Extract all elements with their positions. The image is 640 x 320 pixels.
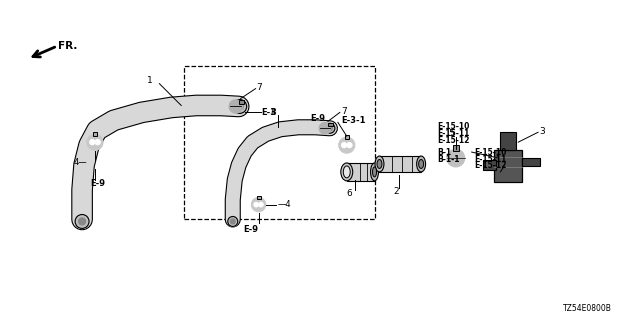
Text: 1: 1: [147, 76, 152, 85]
Circle shape: [447, 149, 465, 167]
Circle shape: [339, 137, 355, 153]
Text: —4: —4: [277, 200, 291, 209]
Circle shape: [233, 100, 246, 113]
Circle shape: [230, 219, 236, 224]
Text: 7: 7: [257, 83, 262, 92]
Text: TZ54E0800B: TZ54E0800B: [563, 304, 612, 313]
Circle shape: [229, 100, 243, 113]
Ellipse shape: [343, 166, 350, 178]
Bar: [522, 158, 540, 166]
Circle shape: [259, 202, 263, 207]
Text: E-9: E-9: [90, 179, 105, 188]
Text: 7: 7: [341, 107, 347, 116]
Text: 3: 3: [539, 127, 545, 136]
Text: E-15-12: E-15-12: [437, 136, 469, 145]
Text: 4—: 4—: [74, 158, 87, 167]
Bar: [184, 66, 374, 220]
Text: FR.: FR.: [58, 41, 77, 51]
Text: B-1-1: B-1-1: [437, 155, 460, 164]
Circle shape: [87, 134, 103, 150]
Bar: [495, 150, 522, 182]
Bar: [93, 132, 97, 136]
Text: E-15-11: E-15-11: [437, 129, 469, 138]
Circle shape: [341, 142, 347, 148]
Bar: [239, 100, 244, 104]
Ellipse shape: [341, 163, 353, 181]
Bar: [380, 156, 421, 172]
Bar: [347, 163, 374, 181]
Circle shape: [347, 142, 352, 148]
Ellipse shape: [417, 156, 426, 172]
Text: 8: 8: [271, 108, 276, 117]
Ellipse shape: [371, 163, 378, 181]
Circle shape: [252, 197, 266, 212]
Text: B-1: B-1: [437, 148, 451, 156]
Circle shape: [90, 140, 95, 145]
Text: E-3-1: E-3-1: [341, 116, 365, 125]
Text: 6: 6: [347, 189, 353, 198]
Ellipse shape: [375, 156, 384, 172]
Text: E-3: E-3: [262, 108, 276, 117]
Text: E-9: E-9: [243, 225, 258, 234]
Circle shape: [228, 217, 237, 227]
Text: 5: 5: [448, 129, 454, 138]
Circle shape: [325, 123, 335, 133]
Circle shape: [319, 122, 331, 134]
Circle shape: [79, 218, 86, 225]
Bar: [344, 135, 349, 139]
Text: E-15-10: E-15-10: [437, 122, 469, 131]
Bar: [453, 145, 459, 151]
Text: E-9: E-9: [310, 114, 325, 123]
Circle shape: [254, 202, 259, 207]
Ellipse shape: [372, 167, 376, 177]
Bar: [257, 196, 260, 199]
Bar: [328, 123, 333, 126]
Text: 2: 2: [394, 187, 399, 196]
Ellipse shape: [377, 159, 382, 168]
Text: E-15-12: E-15-12: [475, 162, 507, 171]
Circle shape: [486, 162, 492, 168]
Bar: [483, 160, 497, 170]
Ellipse shape: [419, 159, 424, 168]
Text: E-15-10: E-15-10: [475, 148, 507, 156]
Bar: [500, 132, 516, 150]
Text: E-15-11: E-15-11: [475, 155, 507, 164]
Circle shape: [95, 140, 100, 145]
Circle shape: [75, 214, 89, 228]
Circle shape: [328, 126, 332, 131]
Circle shape: [236, 103, 243, 110]
